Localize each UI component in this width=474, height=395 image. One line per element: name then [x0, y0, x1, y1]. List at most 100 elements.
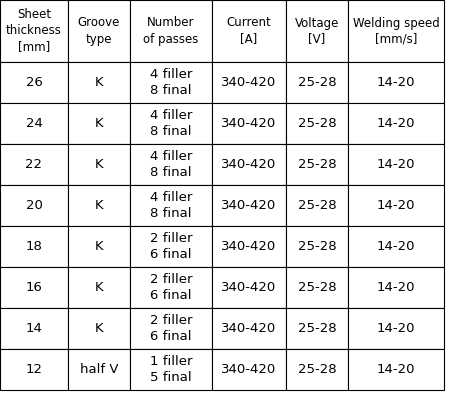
Text: 25-28: 25-28: [298, 117, 337, 130]
Bar: [348, 144, 444, 185]
Text: 20: 20: [26, 199, 43, 212]
Bar: [0, 62, 68, 103]
Bar: [0, 144, 68, 185]
Bar: [348, 226, 444, 267]
Text: K: K: [95, 240, 103, 253]
Text: 25-28: 25-28: [298, 76, 337, 89]
Text: 4 filler
8 final: 4 filler 8 final: [150, 191, 192, 220]
Bar: [286, 349, 348, 390]
Text: 14-20: 14-20: [377, 240, 415, 253]
Text: 25-28: 25-28: [298, 158, 337, 171]
Bar: [348, 103, 444, 144]
Bar: [212, 144, 286, 185]
Bar: [286, 185, 348, 226]
Bar: [212, 62, 286, 103]
Bar: [0, 185, 68, 226]
Text: 14-20: 14-20: [377, 281, 415, 294]
Text: 12: 12: [26, 363, 43, 376]
Bar: [130, 349, 212, 390]
Bar: [348, 0, 444, 62]
Bar: [68, 267, 130, 308]
Text: 340-420: 340-420: [221, 322, 277, 335]
Text: 340-420: 340-420: [221, 240, 277, 253]
Bar: [68, 144, 130, 185]
Text: 340-420: 340-420: [221, 76, 277, 89]
Text: 14-20: 14-20: [377, 199, 415, 212]
Text: 25-28: 25-28: [298, 240, 337, 253]
Bar: [348, 349, 444, 390]
Bar: [68, 62, 130, 103]
Bar: [286, 267, 348, 308]
Bar: [286, 103, 348, 144]
Bar: [348, 308, 444, 349]
Text: 14-20: 14-20: [377, 158, 415, 171]
Bar: [130, 185, 212, 226]
Text: 340-420: 340-420: [221, 158, 277, 171]
Text: 340-420: 340-420: [221, 281, 277, 294]
Bar: [0, 103, 68, 144]
Text: K: K: [95, 158, 103, 171]
Text: 25-28: 25-28: [298, 281, 337, 294]
Text: 25-28: 25-28: [298, 322, 337, 335]
Bar: [68, 103, 130, 144]
Text: 25-28: 25-28: [298, 199, 337, 212]
Text: 18: 18: [26, 240, 43, 253]
Text: K: K: [95, 281, 103, 294]
Text: K: K: [95, 322, 103, 335]
Bar: [286, 0, 348, 62]
Text: 24: 24: [26, 117, 43, 130]
Bar: [212, 308, 286, 349]
Text: Voltage
[V]: Voltage [V]: [295, 17, 339, 45]
Bar: [130, 0, 212, 62]
Bar: [130, 267, 212, 308]
Bar: [0, 349, 68, 390]
Text: Current
[A]: Current [A]: [227, 17, 272, 45]
Bar: [0, 226, 68, 267]
Bar: [212, 267, 286, 308]
Text: 340-420: 340-420: [221, 363, 277, 376]
Bar: [130, 103, 212, 144]
Bar: [348, 185, 444, 226]
Bar: [68, 226, 130, 267]
Bar: [286, 308, 348, 349]
Bar: [348, 62, 444, 103]
Bar: [286, 144, 348, 185]
Bar: [212, 349, 286, 390]
Bar: [130, 308, 212, 349]
Text: 14-20: 14-20: [377, 363, 415, 376]
Text: 4 filler
8 final: 4 filler 8 final: [150, 150, 192, 179]
Text: 14-20: 14-20: [377, 76, 415, 89]
Text: 340-420: 340-420: [221, 117, 277, 130]
Bar: [68, 185, 130, 226]
Text: K: K: [95, 117, 103, 130]
Bar: [68, 349, 130, 390]
Bar: [286, 226, 348, 267]
Text: 14: 14: [26, 322, 43, 335]
Text: 16: 16: [26, 281, 43, 294]
Text: 340-420: 340-420: [221, 199, 277, 212]
Text: 1 filler
5 final: 1 filler 5 final: [150, 355, 192, 384]
Text: K: K: [95, 76, 103, 89]
Text: 22: 22: [26, 158, 43, 171]
Bar: [212, 103, 286, 144]
Text: Groove
type: Groove type: [78, 17, 120, 45]
Bar: [0, 267, 68, 308]
Bar: [212, 0, 286, 62]
Text: 2 filler
6 final: 2 filler 6 final: [150, 314, 192, 343]
Text: 26: 26: [26, 76, 43, 89]
Text: 2 filler
6 final: 2 filler 6 final: [150, 273, 192, 302]
Text: 4 filler
8 final: 4 filler 8 final: [150, 68, 192, 97]
Text: Number
of passes: Number of passes: [143, 17, 199, 45]
Bar: [130, 62, 212, 103]
Bar: [130, 144, 212, 185]
Text: Sheet
thickness
[mm]: Sheet thickness [mm]: [6, 9, 62, 53]
Text: half V: half V: [80, 363, 118, 376]
Bar: [0, 0, 68, 62]
Text: 4 filler
8 final: 4 filler 8 final: [150, 109, 192, 138]
Text: 2 filler
6 final: 2 filler 6 final: [150, 232, 192, 261]
Bar: [212, 226, 286, 267]
Bar: [212, 185, 286, 226]
Text: 14-20: 14-20: [377, 322, 415, 335]
Text: Welding speed
[mm/s]: Welding speed [mm/s]: [353, 17, 439, 45]
Text: K: K: [95, 199, 103, 212]
